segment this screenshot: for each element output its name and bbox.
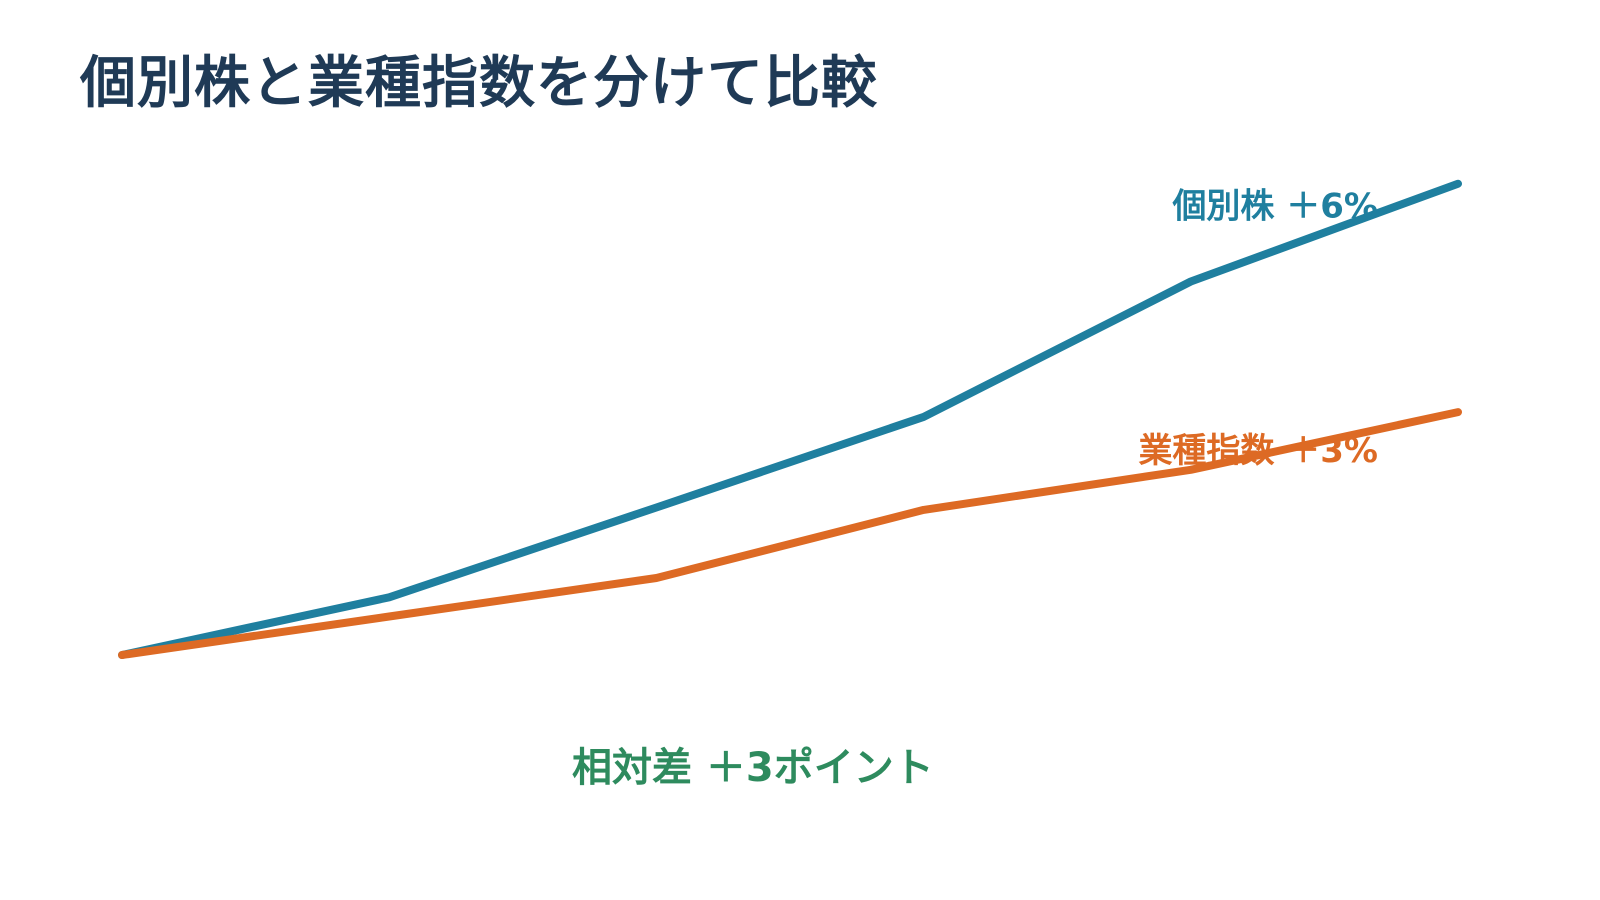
relative-difference-label: 相対差 ＋3ポイント [572, 745, 934, 791]
index-series-line [118, 408, 1462, 659]
stock-series-label: 個別株 ＋6% [1171, 187, 1378, 227]
stock-series-line [118, 179, 1462, 659]
series-labels-layer: 個別株 ＋6% 業種指数 ＋3% [1138, 187, 1378, 471]
series-lines-layer [118, 179, 1462, 659]
page-title: 個別株と業種指数を分けて比較 [80, 51, 878, 116]
index-series-label: 業種指数 ＋3% [1138, 431, 1378, 471]
